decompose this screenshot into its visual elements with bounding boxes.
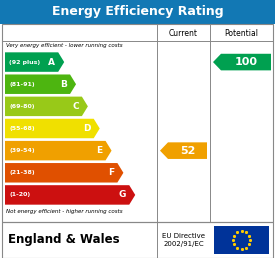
Text: Potential: Potential	[224, 28, 258, 37]
Polygon shape	[5, 96, 88, 116]
Text: A: A	[48, 58, 55, 67]
Text: E: E	[97, 146, 103, 155]
Polygon shape	[5, 52, 64, 72]
Text: F: F	[108, 168, 114, 177]
Bar	[2, 222, 273, 258]
Text: EU Directive
2002/91/EC: EU Directive 2002/91/EC	[162, 233, 205, 247]
Bar	[2, 24, 273, 222]
Bar	[214, 226, 269, 254]
Text: 52: 52	[180, 146, 195, 156]
Text: Not energy efficient - higher running costs: Not energy efficient - higher running co…	[6, 209, 123, 214]
Polygon shape	[5, 141, 112, 160]
Text: C: C	[72, 102, 79, 111]
Text: England & Wales: England & Wales	[8, 233, 120, 246]
Text: G: G	[119, 190, 126, 199]
Text: (92 plus): (92 plus)	[9, 60, 40, 64]
Text: B: B	[60, 80, 67, 89]
Text: Very energy efficient - lower running costs: Very energy efficient - lower running co…	[6, 43, 123, 48]
Polygon shape	[5, 119, 100, 138]
Text: 100: 100	[235, 57, 257, 67]
Bar	[2, 222, 273, 258]
Text: (81-91): (81-91)	[9, 82, 35, 87]
Text: (1-20): (1-20)	[9, 192, 30, 197]
Bar	[0, 0, 275, 24]
Polygon shape	[160, 142, 207, 159]
Text: (69-80): (69-80)	[9, 104, 34, 109]
Polygon shape	[5, 75, 76, 94]
Polygon shape	[5, 185, 135, 205]
Polygon shape	[213, 54, 271, 70]
Text: (55-68): (55-68)	[9, 126, 35, 131]
Text: D: D	[83, 124, 91, 133]
Text: Energy Efficiency Rating: Energy Efficiency Rating	[52, 5, 223, 19]
Text: Current: Current	[169, 28, 198, 37]
Text: (39-54): (39-54)	[9, 148, 35, 153]
Text: (21-38): (21-38)	[9, 170, 35, 175]
Polygon shape	[5, 163, 123, 182]
